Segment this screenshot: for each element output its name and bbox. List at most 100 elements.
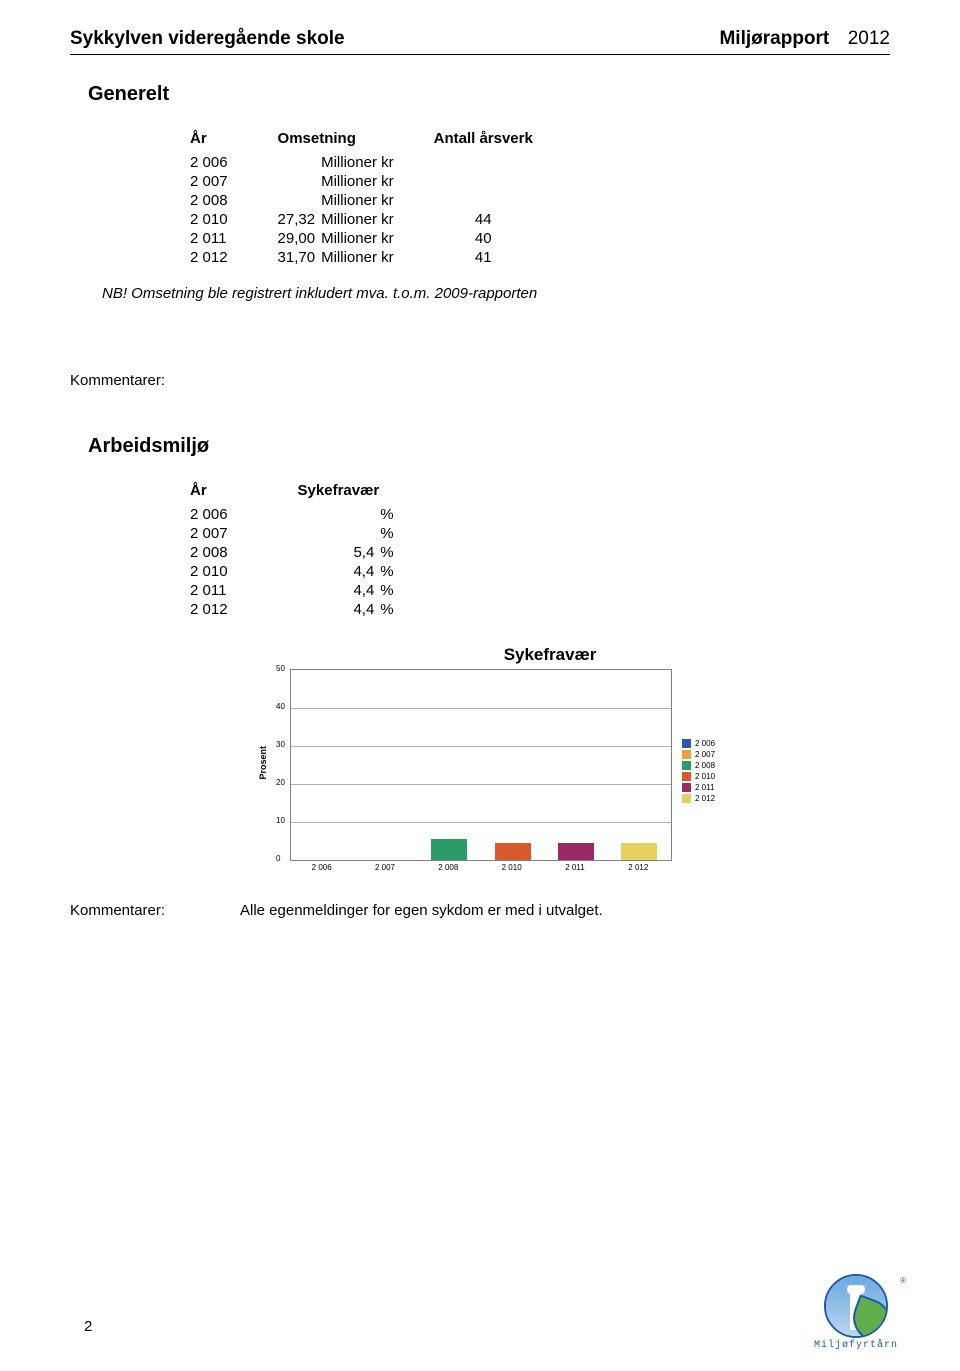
cell-pct: % xyxy=(378,581,409,600)
page-number: 2 xyxy=(84,1318,92,1335)
cell-pct: % xyxy=(378,505,409,524)
legend-item: 2 006 xyxy=(682,738,715,749)
cell-antall xyxy=(434,172,551,191)
table-row: 2 01027,32Millioner kr44 xyxy=(190,210,551,229)
chart-xtick: 2 012 xyxy=(620,863,656,872)
chart-ytick: 0 xyxy=(276,854,280,863)
col-antall: Antall årsverk xyxy=(434,130,551,153)
legend-swatch xyxy=(682,783,691,792)
cell-oms-value: 31,70 xyxy=(278,248,322,267)
cell-antall xyxy=(434,153,551,172)
chart-ytick: 10 xyxy=(276,816,285,825)
cell-oms-value xyxy=(278,172,322,191)
syke-col-syke: Sykefravær xyxy=(298,482,410,505)
cell-oms-unit: Millioner kr xyxy=(321,229,434,248)
cell-ar: 2 006 xyxy=(190,153,278,172)
cell-oms-unit: Millioner kr xyxy=(321,172,434,191)
legend-label: 2 007 xyxy=(695,749,715,760)
cell-syke-value xyxy=(298,524,379,543)
legend-swatch xyxy=(682,761,691,770)
chart-bar xyxy=(558,843,594,860)
kommentarer-2: Kommentarer: Alle egenmeldinger for egen… xyxy=(70,902,890,919)
arbeidsmiljo-heading: Arbeidsmiljø xyxy=(88,435,890,458)
chart-xtick: 2 010 xyxy=(494,863,530,872)
table-row: 2 006 Millioner kr xyxy=(190,153,551,172)
chart-bar xyxy=(495,843,531,860)
cell-oms-value: 29,00 xyxy=(278,229,322,248)
cell-ar: 2 011 xyxy=(190,581,298,600)
chart-bar xyxy=(621,843,657,860)
logo-icon xyxy=(824,1274,888,1338)
chart-ytick: 30 xyxy=(276,740,285,749)
chart-xtick: 2 008 xyxy=(430,863,466,872)
cell-ar: 2 012 xyxy=(190,600,298,619)
table-row: 2 0114,4% xyxy=(190,581,409,600)
omsetning-table: År Omsetning Antall årsverk 2 006 Million… xyxy=(190,130,551,267)
legend-label: 2 011 xyxy=(695,782,714,793)
legend-label: 2 012 xyxy=(695,793,715,804)
cell-ar: 2 011 xyxy=(190,229,278,248)
page: Sykkylven videregående skole Miljørappor… xyxy=(0,0,960,1371)
header-divider xyxy=(70,54,890,55)
cell-ar: 2 007 xyxy=(190,524,298,543)
table-row: 2 01231,70Millioner kr41 xyxy=(190,248,551,267)
legend-item: 2 008 xyxy=(682,760,715,771)
cell-ar: 2 010 xyxy=(190,562,298,581)
omsetning-note: NB! Omsetning ble registrert inkludert m… xyxy=(102,285,890,302)
cell-oms-unit: Millioner kr xyxy=(321,210,434,229)
legend-item: 2 007 xyxy=(682,749,715,760)
chart-gridline xyxy=(291,822,671,823)
table-row: 2 0085,4% xyxy=(190,543,409,562)
cell-oms-value: 27,32 xyxy=(278,210,322,229)
chart-ytick: 20 xyxy=(276,778,285,787)
cell-ar: 2 006 xyxy=(190,505,298,524)
report-year: 2012 xyxy=(848,28,890,49)
cell-ar: 2 008 xyxy=(190,543,298,562)
chart-gridline xyxy=(291,784,671,785)
chart-xlabels: 2 0062 0072 0082 0102 0112 012 xyxy=(290,863,670,872)
col-omsetning: Omsetning xyxy=(278,130,434,153)
generelt-heading: Generelt xyxy=(88,83,890,106)
cell-ar: 2 007 xyxy=(190,172,278,191)
col-ar: År xyxy=(190,130,278,153)
chart-legend: 2 0062 0072 0082 0102 0112 012 xyxy=(682,738,715,804)
legend-label: 2 010 xyxy=(695,771,715,782)
chart-gridline xyxy=(291,746,671,747)
legend-swatch xyxy=(682,739,691,748)
chart-plot-area xyxy=(290,669,672,861)
table-row: 2 0104,4% xyxy=(190,562,409,581)
cell-antall: 41 xyxy=(434,248,551,267)
cell-syke-value xyxy=(298,505,379,524)
syke-col-ar: År xyxy=(190,482,298,505)
kommentarer-1: Kommentarer: xyxy=(70,372,890,389)
cell-syke-value: 5,4 xyxy=(298,543,379,562)
sykefravaer-chart: Sykefravær Prosent 2 0062 0072 0082 0102… xyxy=(250,645,810,872)
report-title: Miljørapport xyxy=(719,28,829,49)
chart-title: Sykefravær xyxy=(250,645,810,665)
cell-pct: % xyxy=(378,562,409,581)
legend-swatch xyxy=(682,772,691,781)
chart-bar xyxy=(431,839,467,860)
table-row: 2 007% xyxy=(190,524,409,543)
cell-syke-value: 4,4 xyxy=(298,581,379,600)
chart-xtick: 2 007 xyxy=(367,863,403,872)
chart-gridline xyxy=(291,708,671,709)
table-row: 2 007 Millioner kr xyxy=(190,172,551,191)
legend-swatch xyxy=(682,750,691,759)
table-row: 2 006% xyxy=(190,505,409,524)
table-row: 2 008Millioner kr xyxy=(190,191,551,210)
legend-label: 2 006 xyxy=(695,738,715,749)
cell-antall: 44 xyxy=(434,210,551,229)
report-title-block: Miljørapport 2012 xyxy=(719,28,890,50)
school-name: Sykkylven videregående skole xyxy=(70,28,345,50)
cell-syke-value: 4,4 xyxy=(298,562,379,581)
cell-oms-unit: Millioner kr xyxy=(321,153,434,172)
cell-antall xyxy=(434,191,551,210)
legend-swatch xyxy=(682,794,691,803)
cell-syke-value: 4,4 xyxy=(298,600,379,619)
cell-oms-value xyxy=(278,191,322,210)
komm2-text: Alle egenmeldinger for egen sykdom er me… xyxy=(240,902,603,919)
legend-item: 2 011 xyxy=(682,782,715,793)
cell-ar: 2 008 xyxy=(190,191,278,210)
page-header: Sykkylven videregående skole Miljørappor… xyxy=(70,28,890,50)
